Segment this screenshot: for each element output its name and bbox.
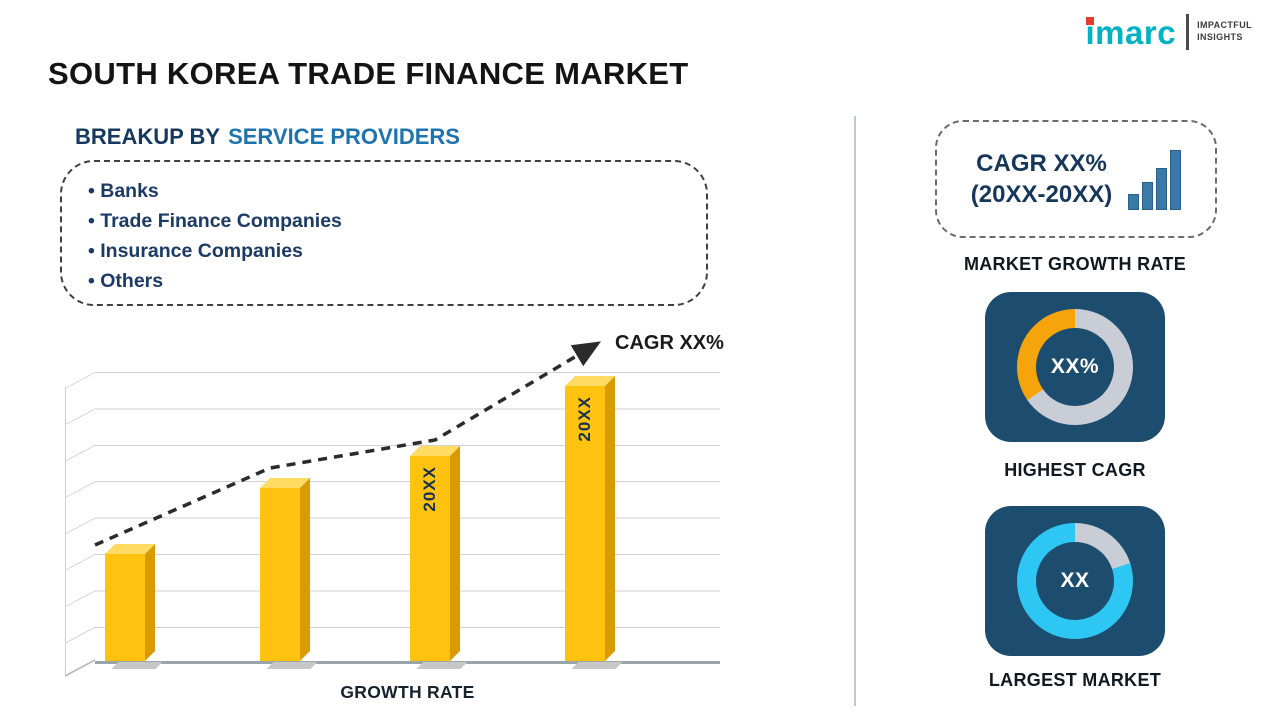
growth-box-text: CAGR XX% (20XX-20XX) [971,148,1112,210]
list-item: Banks [88,176,706,206]
page-title: SOUTH KOREA TRADE FINANCE MARKET [48,56,689,91]
highest-cagr-donut-icon: XX% [1017,309,1133,425]
vertical-divider [854,116,856,706]
largest-market-donut-icon: XX [1017,523,1133,639]
caption-market-growth-rate: MARKET GROWTH RATE [963,254,1187,274]
icon-bar [1142,182,1154,210]
imarc-logo: imarc IMPACTFUL INSIGHTS [1085,13,1253,51]
bar: 20XX [565,386,623,669]
bar-shadow [266,662,318,669]
tagline-line2: INSIGHTS [1197,32,1243,42]
x-axis-label: GROWTH RATE [340,682,475,702]
list-item: Insurance Companies [88,236,706,266]
chart-perspective-wall [65,372,95,677]
breakup-heading: BREAKUP BY SERVICE PROVIDERS [75,124,460,150]
bar-chart: 20XX 20XX CAGR XX% GROWTH RATE [65,332,724,702]
caption-largest-market: LARGEST MARKET [988,670,1162,690]
caption-highest-cagr: HIGHEST CAGR [1004,460,1146,480]
bar: 20XX [410,455,468,669]
market-growth-rate-box: CAGR XX% (20XX-20XX) [935,120,1217,238]
logo-tagline: IMPACTFUL INSIGHTS [1197,20,1252,43]
cagr-trend-label: CAGR XX% [615,332,724,354]
icon-bar [1156,168,1168,210]
brand-text: imarc [1085,13,1177,51]
bar [260,487,318,669]
highest-cagr-tile: XX% [985,292,1165,442]
breakup-heading-prefix: BREAKUP BY [75,124,221,149]
service-providers-list: Banks Trade Finance Companies Insurance … [88,176,706,296]
highest-cagr-value: XX% [1050,355,1100,378]
tagline-line1: IMPACTFUL [1197,20,1252,31]
growth-box-line2: (20XX-20XX) [970,181,1113,208]
icon-bar [1128,194,1140,210]
service-providers-box: Banks Trade Finance Companies Insurance … [60,160,708,306]
bar [105,554,163,669]
list-item: Trade Finance Companies [88,206,706,236]
icon-bar [1170,150,1182,210]
largest-market-value: XX [1060,569,1090,592]
list-item: Others [88,266,706,296]
logo-divider [1186,14,1190,50]
trend-arrow-icon [94,341,602,547]
bar-shadow [111,662,163,669]
growth-box-line1: CAGR XX% [976,149,1107,177]
breakup-heading-highlight: SERVICE PROVIDERS [228,124,460,149]
bar-shadow [416,662,468,669]
brand-rest: marc [1095,13,1177,51]
bar-chart-icon [1128,148,1182,210]
bar-shadow [571,662,623,669]
bar-label: 20XX [420,465,439,512]
bar-label: 20XX [575,396,594,443]
largest-market-tile: XX [985,506,1165,656]
brand-i-letter: i [1085,13,1096,51]
